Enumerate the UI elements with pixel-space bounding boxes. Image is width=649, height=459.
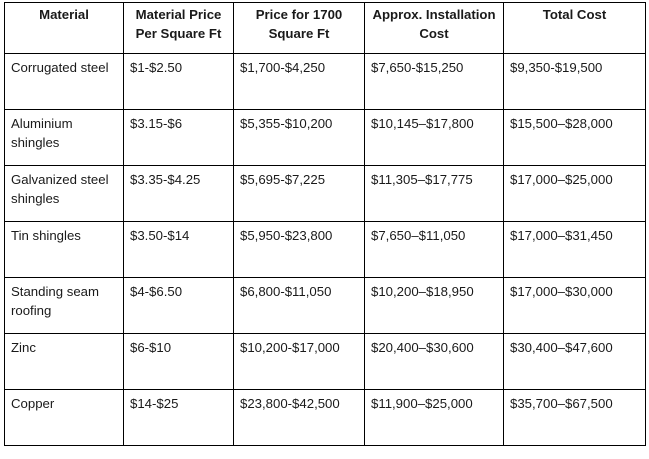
price-1700-cell: $10,200-$17,000: [233, 333, 365, 390]
header-material-price: Material Price Per Square Ft: [123, 2, 234, 54]
table-row: Galvanized steel shingles $3.35-$4.25 $5…: [4, 165, 646, 222]
table-row: Tin shingles $3.50-$14 $5,950-$23,800 $7…: [4, 221, 646, 278]
roofing-cost-table: Material Material Price Per Square Ft Pr…: [4, 2, 646, 446]
total-cost-cell: $17,000–$25,000: [503, 165, 646, 222]
total-cost-cell: $9,350-$19,500: [503, 53, 646, 110]
price-1700-cell: $1,700-$4,250: [233, 53, 365, 110]
table-header-row: Material Material Price Per Square Ft Pr…: [4, 2, 646, 54]
material-cell: Zinc: [4, 333, 124, 390]
material-cell: Galvanized steel shingles: [4, 165, 124, 222]
total-cost-cell: $17,000–$30,000: [503, 277, 646, 334]
total-cost-cell: $17,000–$31,450: [503, 221, 646, 278]
total-cost-cell: $15,500–$28,000: [503, 109, 646, 166]
material-cell: Aluminium shingles: [4, 109, 124, 166]
header-material: Material: [4, 2, 124, 54]
table-row: Zinc $6-$10 $10,200-$17,000 $20,400–$30,…: [4, 333, 646, 390]
installation-cost-cell: $10,200–$18,950: [364, 277, 504, 334]
total-cost-cell: $30,400–$47,600: [503, 333, 646, 390]
material-cell: Standing seam roofing: [4, 277, 124, 334]
price-1700-cell: $5,695-$7,225: [233, 165, 365, 222]
installation-cost-cell: $7,650–$11,050: [364, 221, 504, 278]
price-1700-cell: $5,355-$10,200: [233, 109, 365, 166]
total-cost-cell: $35,700–$67,500: [503, 389, 646, 446]
price-per-sqft-cell: $6-$10: [123, 333, 234, 390]
header-price-1700: Price for 1700 Square Ft: [233, 2, 365, 54]
price-1700-cell: $23,800-$42,500: [233, 389, 365, 446]
installation-cost-cell: $20,400–$30,600: [364, 333, 504, 390]
installation-cost-cell: $10,145–$17,800: [364, 109, 504, 166]
price-per-sqft-cell: $1-$2.50: [123, 53, 234, 110]
table-row: Standing seam roofing $4-$6.50 $6,800-$1…: [4, 277, 646, 334]
material-cell: Copper: [4, 389, 124, 446]
installation-cost-cell: $11,305–$17,775: [364, 165, 504, 222]
header-installation-cost: Approx. Installation Cost: [364, 2, 504, 54]
price-per-sqft-cell: $3.35-$4.25: [123, 165, 234, 222]
price-1700-cell: $5,950-$23,800: [233, 221, 365, 278]
installation-cost-cell: $7,650-$15,250: [364, 53, 504, 110]
material-cell: Corrugated steel: [4, 53, 124, 110]
price-per-sqft-cell: $3.15-$6: [123, 109, 234, 166]
installation-cost-cell: $11,900–$25,000: [364, 389, 504, 446]
header-total-cost: Total Cost: [503, 2, 646, 54]
price-per-sqft-cell: $14-$25: [123, 389, 234, 446]
price-1700-cell: $6,800-$11,050: [233, 277, 365, 334]
table-row: Corrugated steel $1-$2.50 $1,700-$4,250 …: [4, 53, 646, 110]
material-cell: Tin shingles: [4, 221, 124, 278]
price-per-sqft-cell: $4-$6.50: [123, 277, 234, 334]
table-row: Aluminium shingles $3.15-$6 $5,355-$10,2…: [4, 109, 646, 166]
price-per-sqft-cell: $3.50-$14: [123, 221, 234, 278]
table-row: Copper $14-$25 $23,800-$42,500 $11,900–$…: [4, 389, 646, 446]
